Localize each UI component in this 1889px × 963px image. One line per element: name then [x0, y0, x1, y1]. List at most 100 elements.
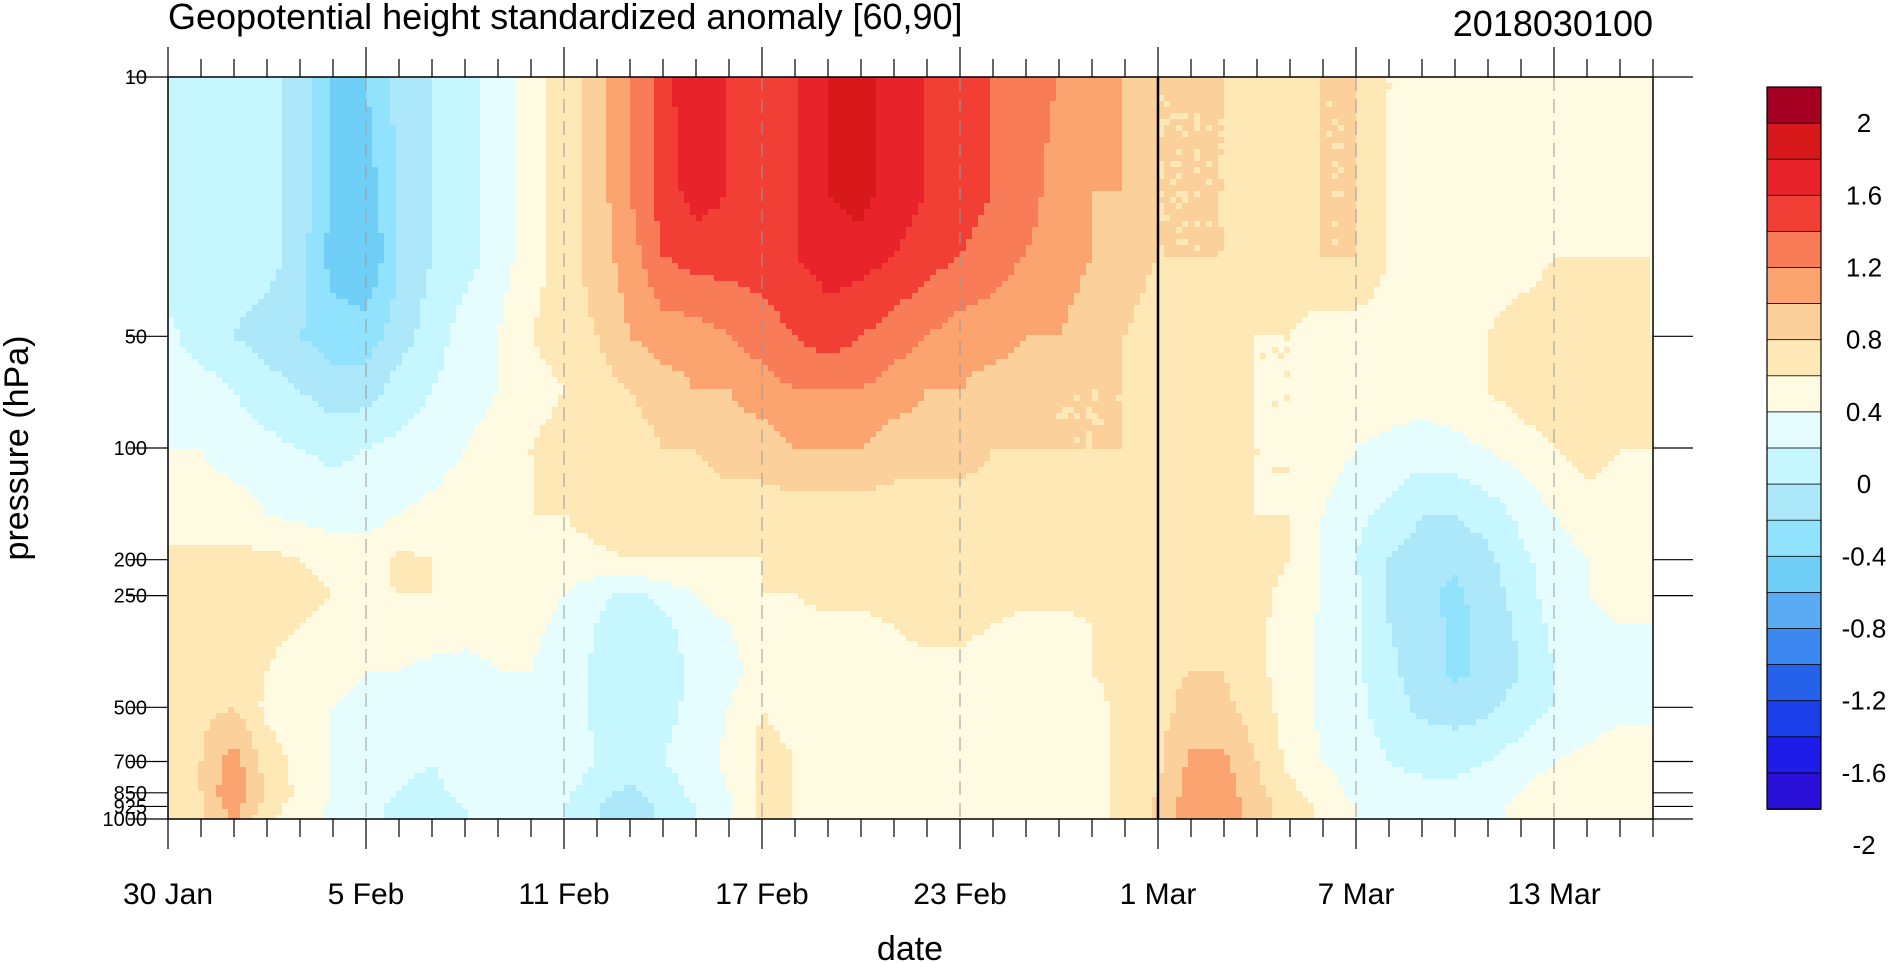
field-cell: [420, 107, 427, 114]
field-cell: [942, 101, 949, 108]
field-cell: [300, 95, 307, 102]
field-cell: [420, 101, 427, 108]
field-cell: [468, 83, 475, 90]
field-cell: [702, 77, 709, 84]
field-cell: [942, 89, 949, 96]
field-cell: [708, 107, 715, 114]
field-cell: [372, 95, 379, 102]
field-cell: [1596, 95, 1603, 102]
field-cell: [432, 89, 439, 96]
field-cell: [1506, 101, 1513, 108]
field-cell: [774, 95, 781, 102]
field-cell: [1596, 101, 1603, 108]
field-cell: [384, 95, 391, 102]
field-cell: [612, 95, 619, 102]
field-cell: [738, 83, 745, 90]
field-cell: [390, 89, 397, 96]
field-cell: [1266, 77, 1273, 84]
field-cell: [900, 89, 907, 96]
field-cell: [1566, 95, 1573, 102]
field-cell: [732, 89, 739, 96]
field-cell: [1572, 101, 1579, 108]
field-cell: [1584, 77, 1591, 84]
field-cell: [864, 95, 871, 102]
field-cell: [1338, 101, 1345, 108]
field-cell: [1428, 83, 1435, 90]
field-cell: [1272, 83, 1279, 90]
field-cell: [522, 89, 529, 96]
field-cell: [468, 107, 475, 114]
field-cell: [588, 83, 595, 90]
field-cell: [432, 83, 439, 90]
field-cell: [270, 89, 277, 96]
field-cell: [1488, 95, 1495, 102]
field-cell: [264, 95, 271, 102]
field-cell: [864, 89, 871, 96]
field-cell: [1464, 95, 1471, 102]
field-cell: [1314, 77, 1321, 84]
field-cell: [1296, 89, 1303, 96]
field-cell: [306, 77, 313, 84]
field-cell: [888, 107, 895, 114]
field-cell: [1236, 77, 1243, 84]
field-cell: [1200, 77, 1207, 84]
field-cell: [666, 107, 673, 114]
field-cell: [1170, 101, 1177, 108]
field-cell: [336, 83, 343, 90]
field-cell: [198, 101, 205, 108]
field-cell: [1110, 101, 1117, 108]
field-cell: [492, 89, 499, 96]
field-cell: [894, 101, 901, 108]
field-cell: [594, 101, 601, 108]
field-cell: [546, 89, 553, 96]
field-cell: [672, 83, 679, 90]
field-cell: [420, 77, 427, 84]
field-cell: [1380, 89, 1387, 96]
field-cell: [480, 95, 487, 102]
field-cell: [1074, 77, 1081, 84]
field-cell: [660, 95, 667, 102]
field-cell: [1044, 83, 1051, 90]
field-cell: [198, 89, 205, 96]
field-cell: [354, 77, 361, 84]
field-cell: [870, 77, 877, 84]
field-cell: [282, 77, 289, 84]
field-cell: [1176, 77, 1183, 84]
field-cell: [594, 107, 601, 114]
field-cell: [1116, 89, 1123, 96]
field-cell: [1050, 83, 1057, 90]
field-cell: [1068, 101, 1075, 108]
field-cell: [792, 77, 799, 84]
chart-title: Geopotential height standardized anomaly…: [168, 0, 963, 37]
field-cell: [714, 83, 721, 90]
field-cell: [1488, 83, 1495, 90]
field-cell: [630, 95, 637, 102]
field-cell: [246, 83, 253, 90]
field-cell: [1434, 95, 1441, 102]
field-cell: [1188, 95, 1195, 102]
field-cell: [1296, 83, 1303, 90]
field-cell: [396, 89, 403, 96]
field-cell: [1068, 89, 1075, 96]
field-cell: [1380, 83, 1387, 90]
field-cell: [1068, 77, 1075, 84]
field-cell: [858, 77, 865, 84]
field-cell: [708, 83, 715, 90]
field-cell: [426, 107, 433, 114]
field-cell: [228, 77, 235, 84]
field-cell: [1296, 95, 1303, 102]
field-cell: [1464, 83, 1471, 90]
field-cell: [222, 77, 229, 84]
field-cell: [1560, 95, 1567, 102]
field-cell: [1230, 95, 1237, 102]
field-cell: [612, 89, 619, 96]
field-cell: [1542, 77, 1549, 84]
field-cell: [726, 101, 733, 108]
field-cell: [960, 83, 967, 90]
field-cell: [1062, 83, 1069, 90]
field-cell: [1422, 89, 1429, 96]
field-cell: [228, 95, 235, 102]
field-cell: [660, 107, 667, 114]
field-cell: [1188, 77, 1195, 84]
field-cell: [1272, 89, 1279, 96]
